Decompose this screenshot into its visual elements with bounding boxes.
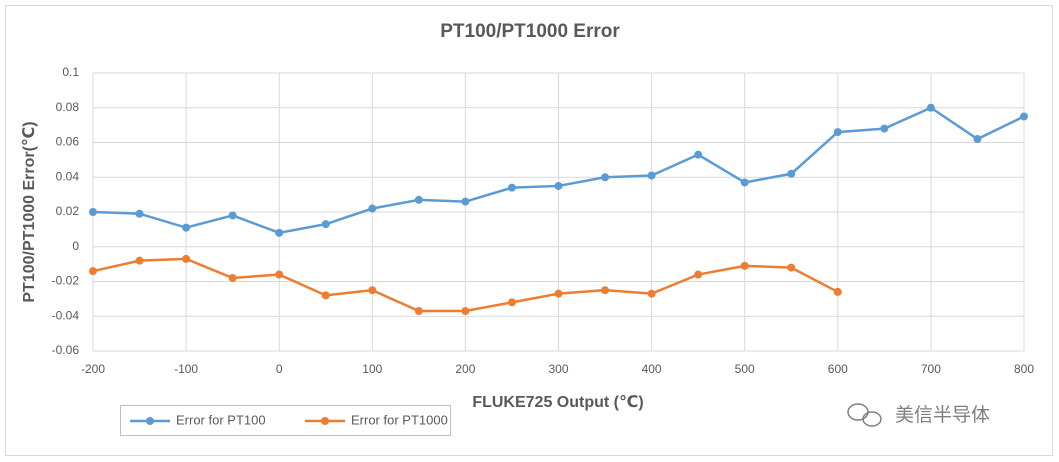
legend-label: Error for PT100 <box>176 412 266 427</box>
data-point <box>926 103 935 112</box>
data-point <box>880 124 889 133</box>
data-point <box>787 263 796 272</box>
legend-marker <box>146 417 154 425</box>
data-point <box>554 181 563 190</box>
data-point <box>135 256 144 265</box>
data-point <box>787 169 796 178</box>
y-tick-label: -0.04 <box>52 308 80 322</box>
data-point <box>647 289 656 298</box>
data-point <box>321 291 330 300</box>
legend-marker <box>321 417 329 425</box>
data-point <box>414 195 423 204</box>
data-point <box>554 289 563 298</box>
x-tick-label: 200 <box>455 362 475 376</box>
legend-label: Error for PT1000 <box>351 412 448 427</box>
x-tick-label: 800 <box>1014 362 1034 376</box>
data-point <box>833 128 842 137</box>
x-tick-label: 300 <box>548 362 568 376</box>
data-point <box>833 287 842 296</box>
x-tick-label: 400 <box>642 362 662 376</box>
x-tick-label: 100 <box>362 362 382 376</box>
data-point <box>368 204 377 213</box>
data-point <box>135 209 144 218</box>
x-tick-label: 700 <box>921 362 941 376</box>
y-tick-label: 0.08 <box>56 100 80 114</box>
data-point <box>973 135 982 144</box>
data-point <box>89 267 97 276</box>
data-point <box>275 270 284 279</box>
x-tick-label: 0 <box>276 362 283 376</box>
data-point <box>647 171 656 180</box>
data-point <box>507 183 516 192</box>
x-tick-label: -200 <box>81 362 105 376</box>
data-point <box>461 307 470 316</box>
watermark: 美信半导体 <box>895 404 990 426</box>
y-tick-label: 0 <box>72 239 79 253</box>
y-tick-label: 0.06 <box>56 135 80 149</box>
data-point <box>321 220 330 229</box>
data-point <box>694 270 703 279</box>
data-point <box>694 150 703 159</box>
y-tick-label: 0.04 <box>56 169 80 183</box>
data-point <box>461 197 470 206</box>
x-axis-label: FLUKE725 Output (℃) <box>472 394 643 411</box>
chart-border <box>5 5 1053 456</box>
legend-box <box>120 405 451 436</box>
x-tick-label: 500 <box>735 362 755 376</box>
data-point <box>275 228 284 237</box>
y-tick-label: -0.06 <box>52 343 80 357</box>
data-point <box>228 211 237 220</box>
x-tick-label: -100 <box>174 362 198 376</box>
data-point <box>89 208 97 216</box>
data-point <box>1020 112 1028 121</box>
data-point <box>740 178 749 187</box>
data-point <box>601 173 610 182</box>
y-axis-label: PT100/PT1000 Error(℃) <box>21 121 38 302</box>
data-point <box>414 307 423 316</box>
data-point <box>507 298 516 307</box>
y-tick-label: 0.02 <box>56 204 80 218</box>
data-point <box>228 274 237 283</box>
data-point <box>368 286 377 295</box>
y-tick-label: 0.1 <box>62 65 79 79</box>
x-tick-label: 600 <box>828 362 848 376</box>
watermark-icon <box>847 403 882 427</box>
y-tick-label: -0.02 <box>52 274 80 288</box>
chart-title: PT100/PT1000 Error <box>440 21 620 42</box>
data-point <box>740 261 749 270</box>
data-point <box>182 254 191 263</box>
data-point <box>601 286 610 295</box>
data-point <box>182 223 191 232</box>
